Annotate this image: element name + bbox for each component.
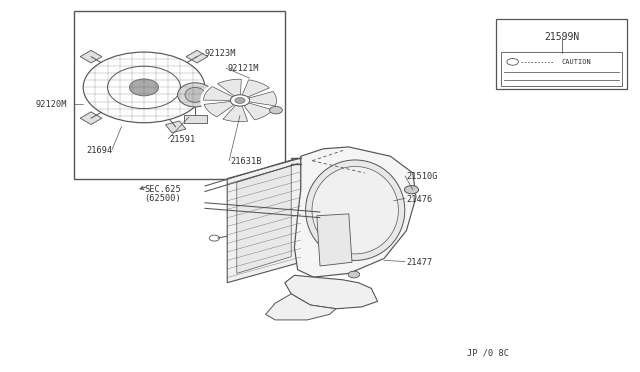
Circle shape: [348, 271, 360, 278]
Polygon shape: [204, 87, 233, 100]
Circle shape: [200, 77, 280, 124]
Text: 21510G: 21510G: [406, 172, 438, 181]
Bar: [165, 121, 186, 133]
Polygon shape: [244, 103, 273, 120]
Bar: [184, 115, 207, 123]
Text: (62500): (62500): [144, 194, 180, 203]
Text: 92121M: 92121M: [227, 64, 259, 73]
Text: CAUTION: CAUTION: [562, 59, 591, 65]
Polygon shape: [237, 166, 291, 273]
Text: 21591: 21591: [170, 135, 196, 144]
Polygon shape: [285, 275, 378, 309]
Text: 21631B: 21631B: [230, 157, 262, 166]
Ellipse shape: [178, 83, 212, 107]
Text: 21476: 21476: [406, 195, 433, 203]
Bar: [80, 112, 102, 125]
Bar: [496, 19, 627, 89]
Polygon shape: [249, 92, 276, 106]
Text: 92123M: 92123M: [205, 49, 236, 58]
Text: 21694: 21694: [86, 146, 113, 155]
Circle shape: [404, 186, 419, 194]
Circle shape: [230, 95, 250, 106]
Polygon shape: [218, 79, 241, 96]
Polygon shape: [266, 294, 336, 320]
Polygon shape: [227, 158, 301, 283]
Text: JP /0 8C: JP /0 8C: [467, 349, 509, 358]
Ellipse shape: [312, 166, 398, 254]
Ellipse shape: [306, 160, 405, 260]
Polygon shape: [223, 105, 248, 122]
Polygon shape: [317, 214, 352, 266]
Circle shape: [269, 106, 282, 114]
Ellipse shape: [185, 87, 205, 102]
Text: SEC.625: SEC.625: [144, 185, 180, 194]
Text: 21477: 21477: [406, 258, 433, 267]
Bar: [80, 50, 102, 63]
Bar: [501, 52, 622, 86]
Polygon shape: [243, 80, 269, 97]
Text: 92120M: 92120M: [35, 100, 67, 109]
Bar: [74, 11, 285, 179]
Circle shape: [235, 97, 245, 103]
Bar: [186, 50, 208, 63]
Polygon shape: [294, 147, 416, 277]
Text: 21599N: 21599N: [544, 32, 579, 42]
Circle shape: [129, 79, 159, 96]
Polygon shape: [204, 102, 234, 117]
Bar: [300, 156, 311, 164]
Circle shape: [108, 66, 180, 109]
